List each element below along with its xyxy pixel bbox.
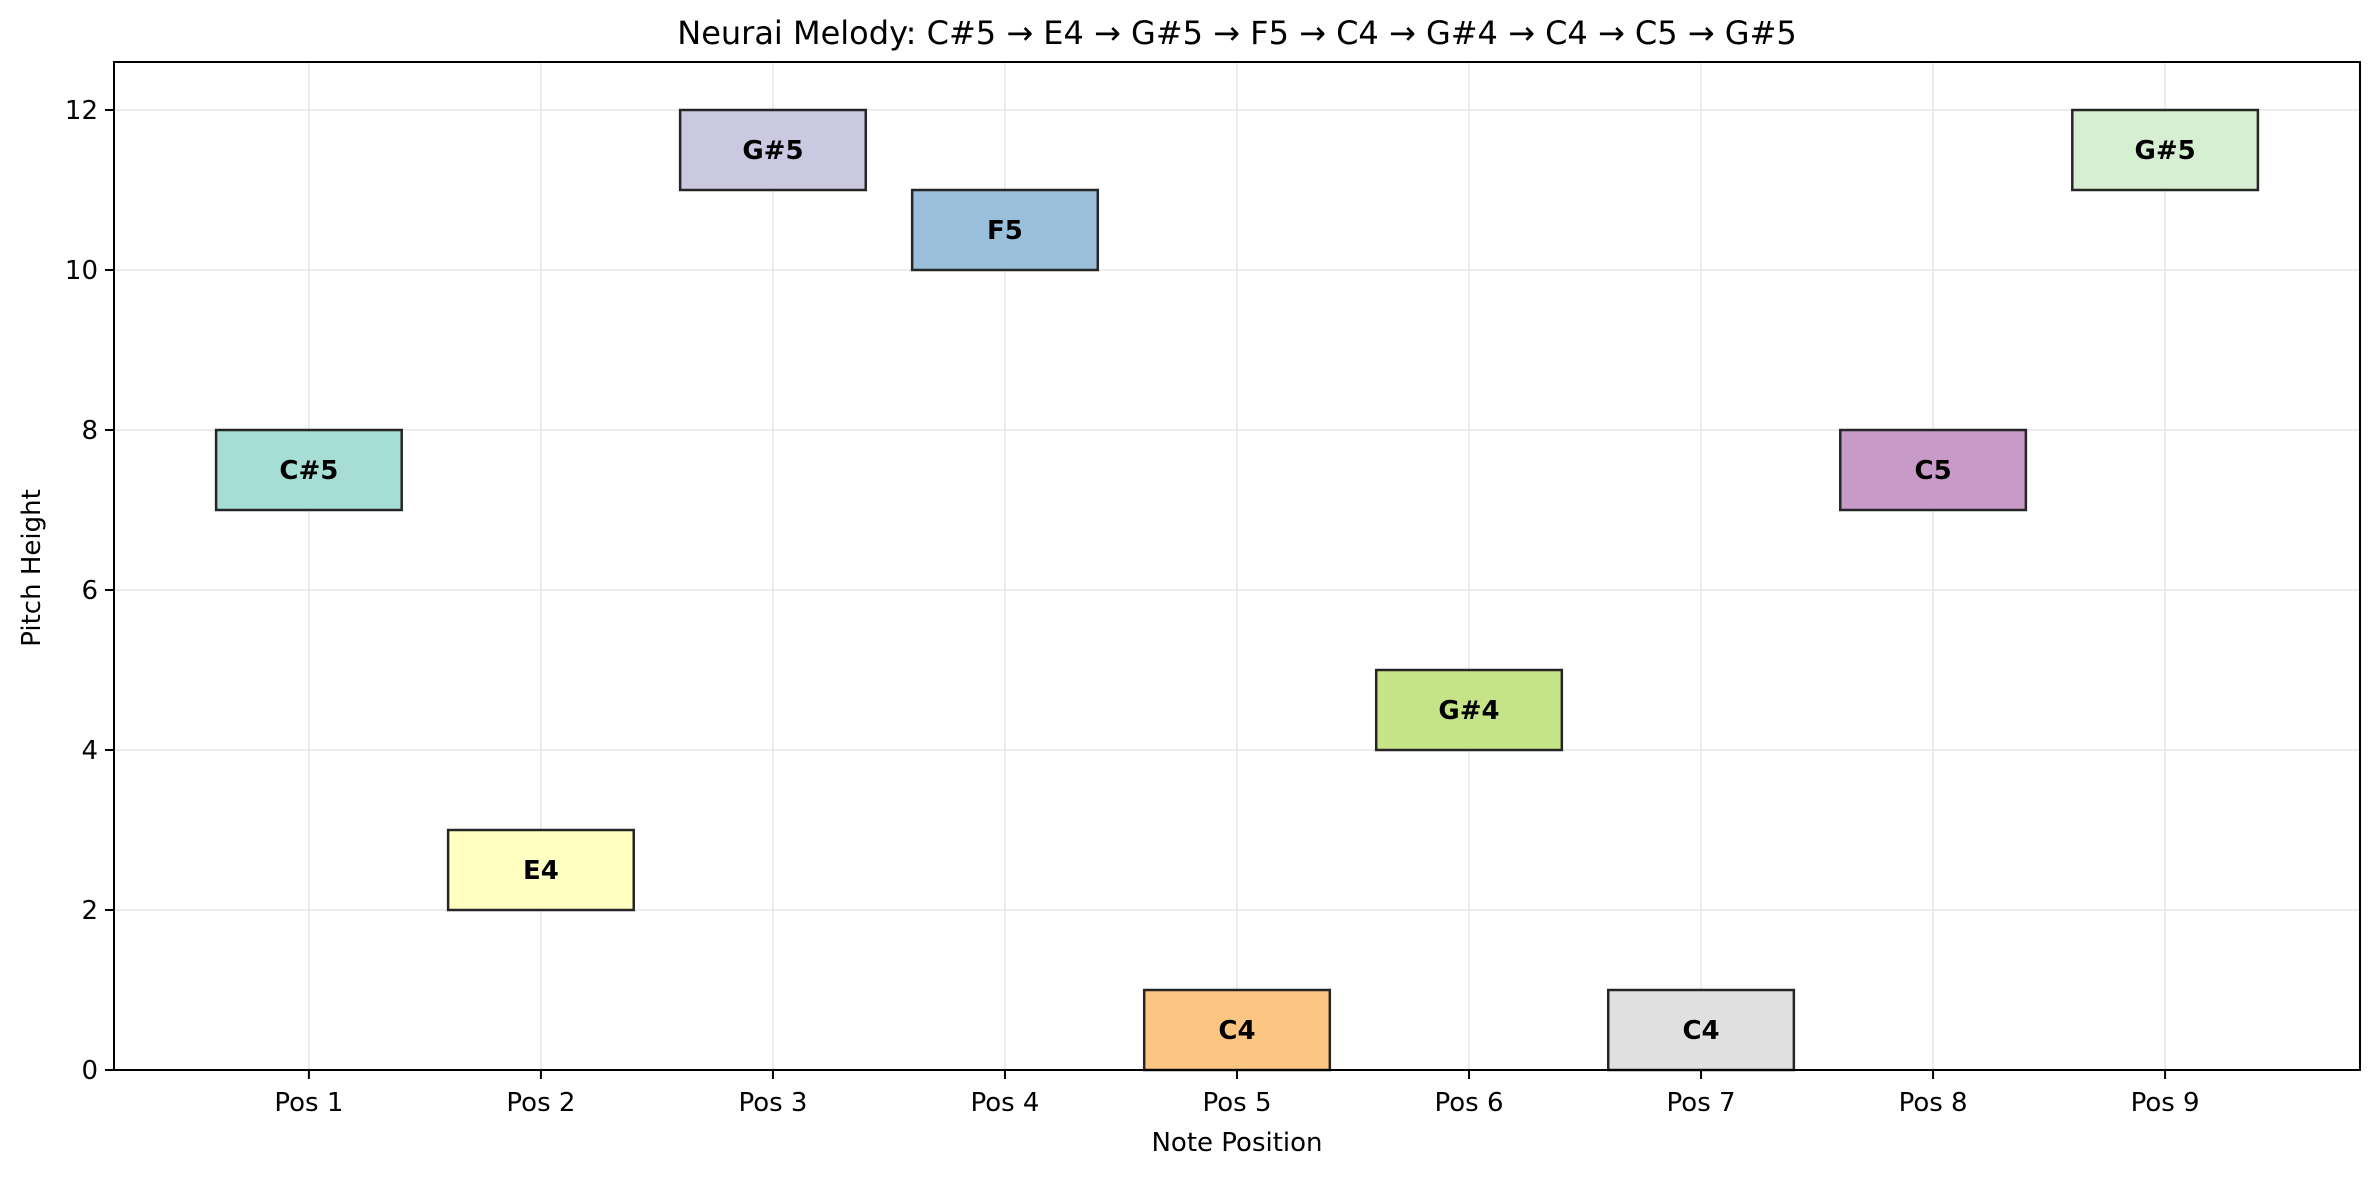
x-tick-label: Pos 9 [2131,1088,2200,1118]
note-block [1839,428,2028,512]
x-tick-label: Pos 1 [274,1088,343,1118]
x-tick-label: Pos 4 [970,1088,1039,1118]
y-axis-title: Pitch Height [17,489,47,647]
note-label: G#5 [742,136,803,166]
note-label: G#5 [2134,136,2195,166]
y-tick-label: 4 [81,736,98,766]
y-tick-label: 6 [81,576,98,606]
note-block [2071,108,2260,192]
note-block [214,428,403,512]
y-tick-label: 12 [65,96,98,126]
note-label: F5 [987,216,1023,246]
note-label: C#5 [279,456,338,486]
y-tick-label: 2 [81,896,98,926]
x-tick-label: Pos 6 [1435,1088,1504,1118]
note-block [1606,988,1796,1072]
y-tick-label: 8 [81,416,98,446]
note-block [1142,988,1332,1072]
x-tick-label: Pos 8 [1899,1088,1968,1118]
y-tick-label: 10 [65,256,98,286]
note-block [910,188,1100,272]
x-tick-label: Pos 5 [1202,1088,1271,1118]
note-label: C4 [1218,1016,1255,1046]
x-tick-label: Pos 3 [738,1088,807,1118]
note-label: C4 [1682,1016,1719,1046]
note-blocks: C#5 E4 G#5 F5 C4 G#4 C4 C5 G#5 [214,108,2260,1072]
chart-title: Neurai Melody: C#5 → E4 → G#5 → F5 → C4 … [677,14,1797,52]
note-label: G#4 [1438,696,1499,726]
axis-ticks: Pos 1 Pos 2 Pos 3 Pos 4 Pos 5 Pos 6 Pos 7 Pos 8… [65,96,2200,1118]
note-block [678,108,868,192]
note-label: E4 [523,856,559,886]
note-label: C5 [1914,456,1951,486]
x-tick-label: Pos 7 [1667,1088,1736,1118]
note-block [446,828,635,912]
note-block [1374,668,1564,752]
y-tick-label: 0 [81,1056,98,1086]
x-tick-label: Pos 2 [506,1088,575,1118]
x-axis-title: Note Position [1151,1128,1322,1158]
